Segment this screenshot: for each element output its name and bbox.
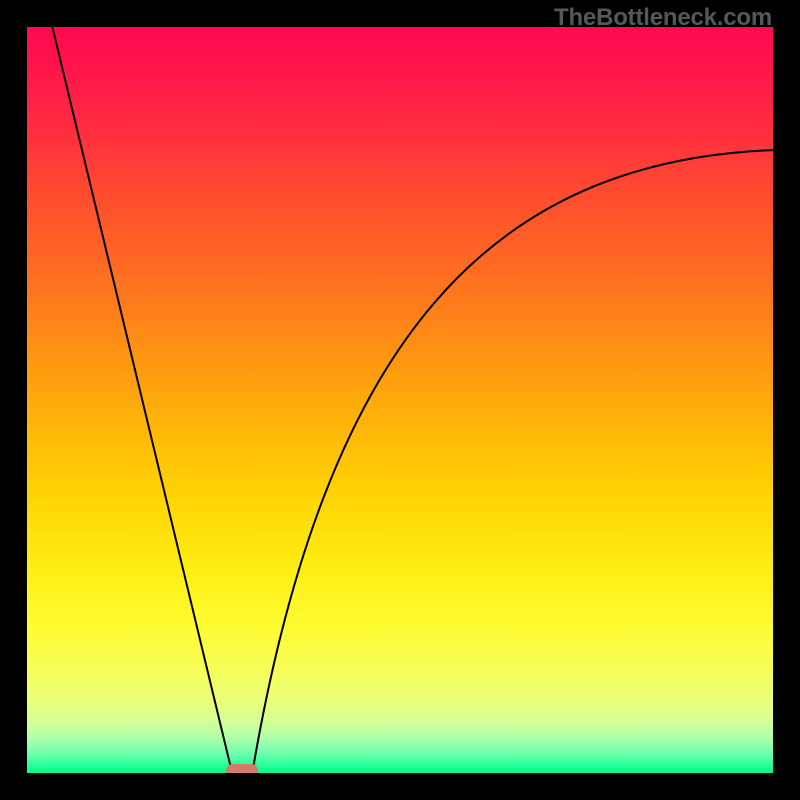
plot-area	[27, 27, 773, 773]
bottleneck-curve	[27, 27, 773, 773]
watermark-text: TheBottleneck.com	[554, 4, 772, 32]
chart-container: { "canvas": { "width": 800, "height": 80…	[0, 0, 800, 800]
min-point-marker	[226, 764, 257, 773]
curve-right-branch	[252, 150, 773, 773]
curve-left-branch	[52, 27, 232, 773]
